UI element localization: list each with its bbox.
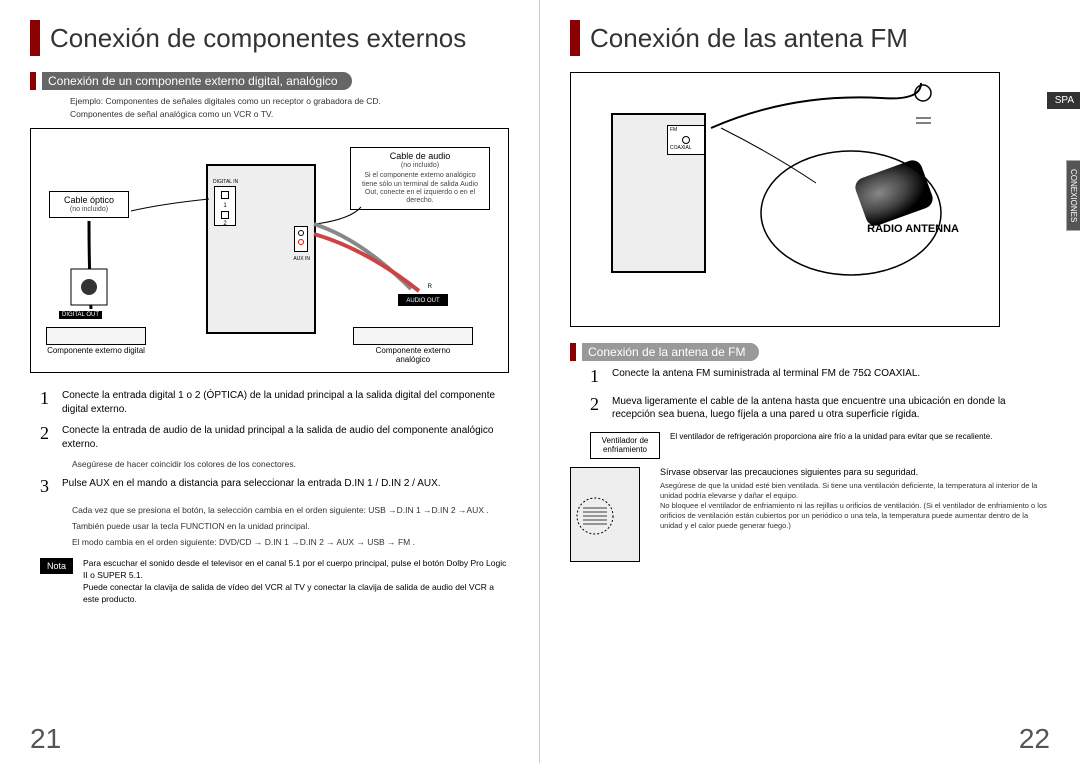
fm-port-label-top: FM <box>670 128 702 134</box>
step-text-1: Conecte la entrada digital 1 o 2 (ÓPTICA… <box>62 389 509 416</box>
step-3: 3 Pulse AUX en el mando a distancia para… <box>40 477 509 497</box>
main-unit-rear-fm: FM COAXIAL <box>611 113 706 273</box>
callout-optical-cable: Cable óptico (no incluido) <box>49 191 129 218</box>
spa-tab: SPA <box>1047 92 1080 109</box>
page-right: Conexión de las antena FM SPA CONEXIONES… <box>540 0 1080 763</box>
audio-out-label: AUDIO OUT <box>398 294 448 306</box>
external-digital-label: Componente externo digital <box>46 347 146 356</box>
aux-in-label: AUX IN <box>293 256 310 262</box>
step-text-3: Pulse AUX en el mando a distancia para s… <box>62 477 509 497</box>
step-r1: 1 Conecte la antena FM suministrada al t… <box>590 367 1010 387</box>
subhead-accent <box>30 72 36 90</box>
title-row-left: Conexión de componentes externos <box>30 20 509 56</box>
safety-heading: Sírvase observar las precauciones siguie… <box>660 467 1050 477</box>
fm-port-label-bot: COAXIAL <box>670 146 702 152</box>
page-title-left: Conexión de componentes externos <box>50 23 466 54</box>
subhead-fm-row: Conexión de la antena de FM <box>570 343 1050 361</box>
subhead-digital-analog: Conexión de un componente externo digita… <box>42 72 352 90</box>
step-3-sub3: El modo cambia en el orden siguiente: DV… <box>72 537 509 549</box>
subhead-row: Conexión de un componente externo digita… <box>30 72 509 90</box>
side-tabs: CONEXIONES <box>1066 160 1080 231</box>
digital-in-port: 1 2 <box>214 186 236 226</box>
page-title-right: Conexión de las antena FM <box>590 23 908 54</box>
step-1: 1 Conecte la entrada digital 1 o 2 (ÓPTI… <box>40 389 509 416</box>
radio-antenna-label: RADIO ANTENNA <box>867 223 959 235</box>
callout-optical-sub: (no incluido) <box>55 206 123 214</box>
callout-audio-sub: (no incluido) <box>356 162 484 170</box>
nota-row: Nota Para escuchar el sonido desde el te… <box>40 558 509 606</box>
nota-text: Para escuchar el sonido desde el televis… <box>83 558 509 606</box>
steps-left: 1 Conecte la entrada digital 1 o 2 (ÓPTI… <box>40 389 509 548</box>
title-accent-bar <box>30 20 40 56</box>
aux-in-port <box>294 226 308 252</box>
vent-label-box: Ventilador de enfriamiento <box>590 432 660 459</box>
vent-row: Ventilador de enfriamiento El ventilador… <box>590 432 1050 459</box>
external-analog-label: Componente externo analógico <box>363 347 463 365</box>
digital-out-label: DIGITAL OUT <box>59 311 102 319</box>
antenna-jack-icon <box>853 158 936 229</box>
step-3-sub1: Cada vez que se presiona el botón, la se… <box>72 505 509 517</box>
step-num-3: 3 <box>40 477 62 497</box>
step-text-r2: Mueva ligeramente el cable de la antena … <box>612 395 1010 422</box>
antenna-diagram: FM COAXIAL RADIO ANTENNA <box>570 72 1000 327</box>
title-row-right: Conexión de las antena FM <box>570 20 1050 56</box>
step-2: 2 Conecte la entrada de audio de la unid… <box>40 424 509 451</box>
callout-audio-title: Cable de audio <box>356 151 484 162</box>
example-line2: Componentes de señal analógica como un V… <box>70 109 509 120</box>
step-text-r1: Conecte la antena FM suministrada al ter… <box>612 367 1010 387</box>
safety-block: Sírvase observar las precauciones siguie… <box>570 467 1050 567</box>
title-accent-bar-r <box>570 20 580 56</box>
step-3-sub2: También puede usar la tecla FUNCTION en … <box>72 521 509 533</box>
example-line1: Ejemplo: Componentes de señales digitale… <box>70 96 509 107</box>
unit-side-panel <box>570 467 640 562</box>
tab-conexiones: CONEXIONES <box>1066 160 1080 231</box>
subhead-accent-fm <box>570 343 576 361</box>
step-text-2: Conecte la entrada de audio de la unidad… <box>62 424 509 451</box>
page-number-right: 22 <box>1019 723 1050 755</box>
page-left: Conexión de componentes externos Conexió… <box>0 0 540 763</box>
external-digital-device <box>46 327 146 345</box>
lr-label: L R <box>411 284 438 290</box>
step-num-r1: 1 <box>590 367 612 387</box>
step-num-1: 1 <box>40 389 62 416</box>
callout-audio-cable: Cable de audio (no incluido) Si el compo… <box>350 147 490 210</box>
external-analog-device <box>353 327 473 345</box>
step-num-2: 2 <box>40 424 62 451</box>
main-unit-rear: 1 2 AUX IN <box>206 164 316 334</box>
nota-badge: Nota <box>40 558 73 574</box>
vent-text: El ventilador de refrigeración proporcio… <box>670 432 1050 442</box>
fm-coaxial-port: FM COAXIAL <box>667 125 705 155</box>
step-r2: 2 Mueva ligeramente el cable de la anten… <box>590 395 1010 422</box>
connection-diagram: Cable óptico (no incluido) Cable de audi… <box>30 128 509 373</box>
step-num-r2: 2 <box>590 395 612 422</box>
callout-audio-desc: Si el componente externo analógico tiene… <box>356 172 484 206</box>
vent-grille-icon <box>571 468 641 563</box>
steps-right: 1 Conecte la antena FM suministrada al t… <box>590 367 1010 422</box>
subhead-fm: Conexión de la antena de FM <box>582 343 759 361</box>
step-2-sub: Asegúrese de hacer coincidir los colores… <box>72 459 509 471</box>
page-number-left: 21 <box>30 723 61 755</box>
safety-body: Asegúrese de que la unidad esté bien ven… <box>660 481 1050 532</box>
callout-optical-title: Cable óptico <box>55 195 123 206</box>
